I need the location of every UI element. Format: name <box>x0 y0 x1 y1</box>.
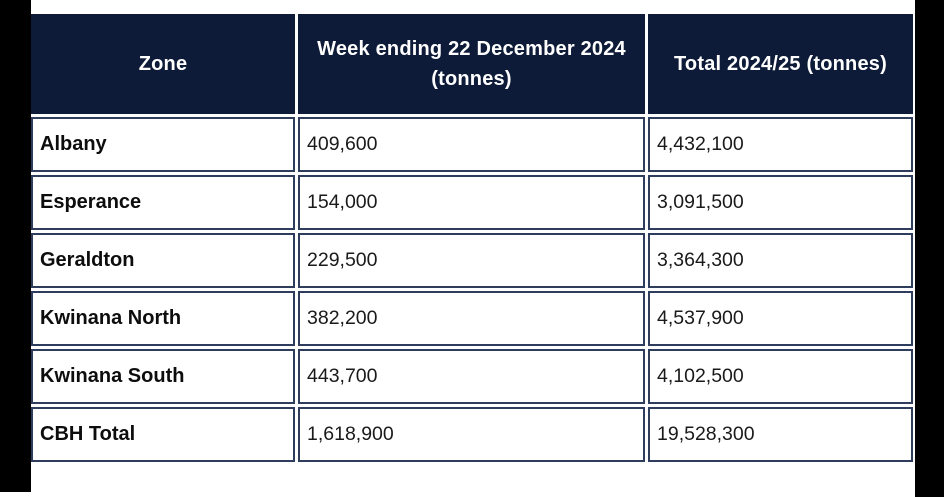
total-value-cell: 3,091,500 <box>648 175 913 230</box>
table-row: Geraldton 229,500 3,364,300 <box>31 233 913 288</box>
column-header-total: Total 2024/25 (tonnes) <box>648 14 913 114</box>
left-frame-bar <box>0 0 31 492</box>
total-value-cell: 19,528,300 <box>648 407 913 462</box>
table-body: Albany 409,600 4,432,100 Esperance 154,000 3,… <box>31 117 913 462</box>
total-value-cell: 4,102,500 <box>648 349 913 404</box>
zone-cell: Albany <box>31 117 295 172</box>
week-value-cell: 1,618,900 <box>298 407 645 462</box>
week-value-cell: 229,500 <box>298 233 645 288</box>
table-row: CBH Total 1,618,900 19,528,300 <box>31 407 913 462</box>
total-value-cell: 3,364,300 <box>648 233 913 288</box>
total-value-cell: 4,537,900 <box>648 291 913 346</box>
table-row: Kwinana South 443,700 4,102,500 <box>31 349 913 404</box>
zone-cell: Kwinana North <box>31 291 295 346</box>
total-value-cell: 4,432,100 <box>648 117 913 172</box>
column-header-week: Week ending 22 December 2024 (tonnes) <box>298 14 645 114</box>
week-value-cell: 443,700 <box>298 349 645 404</box>
table-row: Kwinana North 382,200 4,537,900 <box>31 291 913 346</box>
table-row: Esperance 154,000 3,091,500 <box>31 175 913 230</box>
right-frame-bar <box>915 0 944 497</box>
zone-cell: CBH Total <box>31 407 295 462</box>
week-value-cell: 154,000 <box>298 175 645 230</box>
grain-receivals-table: Zone Week ending 22 December 2024 (tonne… <box>28 11 916 465</box>
table-row: Albany 409,600 4,432,100 <box>31 117 913 172</box>
zone-cell: Esperance <box>31 175 295 230</box>
zone-cell: Geraldton <box>31 233 295 288</box>
table-header: Zone Week ending 22 December 2024 (tonne… <box>31 14 913 114</box>
header-row: Zone Week ending 22 December 2024 (tonne… <box>31 14 913 114</box>
zone-cell: Kwinana South <box>31 349 295 404</box>
week-value-cell: 382,200 <box>298 291 645 346</box>
week-value-cell: 409,600 <box>298 117 645 172</box>
column-header-zone: Zone <box>31 14 295 114</box>
